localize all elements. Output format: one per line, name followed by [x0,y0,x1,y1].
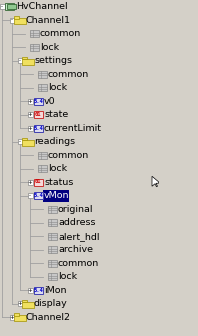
Text: -: - [19,139,21,144]
Text: +: + [28,99,32,104]
Text: iMon: iMon [44,286,67,295]
Text: common: common [48,151,89,160]
Bar [0,4,5,9]
Bar [7,4,15,9]
Text: +: + [28,180,32,185]
Bar [37,152,47,159]
Bar [17,301,23,306]
Text: settings: settings [34,56,72,65]
Bar [37,84,47,91]
Bar [43,190,69,202]
Text: 5.4: 5.4 [33,126,43,131]
Text: address: address [58,218,95,227]
Text: v0: v0 [44,97,56,106]
Bar [48,206,56,213]
Text: -: - [11,18,13,23]
Text: vMon: vMon [44,191,69,200]
Bar [10,315,14,320]
Bar [28,112,32,117]
Text: -: - [19,58,21,63]
Bar [30,44,38,51]
Text: lock: lock [40,43,59,52]
Text: -: - [29,193,31,198]
Bar [33,98,43,105]
Bar [22,300,27,302]
Polygon shape [152,176,159,187]
Bar [28,288,32,293]
Text: display: display [34,299,68,308]
Text: lock: lock [58,272,77,281]
Bar [48,246,56,253]
Bar [28,193,32,198]
Text: lock: lock [48,83,67,92]
Text: HvChannel: HvChannel [16,2,68,11]
Text: alert_hdl: alert_hdl [58,232,100,241]
Bar [48,260,56,267]
Bar [28,99,32,104]
Text: archive: archive [58,245,93,254]
Bar [33,192,43,199]
Text: 5.4: 5.4 [33,288,43,293]
Bar [37,71,47,78]
Text: +: + [10,315,14,320]
Text: 01: 01 [35,112,41,117]
Bar [22,301,34,308]
Bar [22,58,34,65]
Bar [28,126,32,131]
Bar [37,165,47,172]
Bar [14,18,26,24]
Text: state: state [44,110,68,119]
Bar [22,139,34,146]
Text: status: status [44,178,73,187]
Bar [28,180,32,185]
Bar [14,313,19,316]
Text: currentLimit: currentLimit [44,124,102,133]
Text: 01: 01 [35,179,41,184]
Text: +: + [18,301,22,306]
Text: +: + [28,288,32,293]
Bar [48,233,56,240]
Bar [17,58,23,63]
Text: 5.4: 5.4 [33,193,43,198]
Text: common: common [58,259,99,268]
Bar [33,179,43,186]
Bar [14,16,19,18]
Bar [33,111,43,118]
Text: -: - [1,4,3,9]
Text: original: original [58,205,93,214]
Bar [14,315,26,321]
Bar [33,125,43,132]
Text: readings: readings [34,137,75,146]
Text: +: + [28,112,32,117]
Text: Channel2: Channel2 [26,313,71,322]
Bar [5,3,13,10]
Bar [48,273,56,280]
Text: Channel1: Channel1 [26,16,71,25]
Bar [22,138,27,140]
Text: 5.4: 5.4 [33,99,43,104]
Bar [30,30,38,37]
Bar [17,139,23,144]
Text: lock: lock [48,164,67,173]
Text: +: + [28,126,32,131]
Bar [10,18,14,23]
Bar [48,219,56,226]
Text: common: common [40,29,81,38]
Text: common: common [48,70,89,79]
Bar [22,57,27,59]
Bar [33,287,43,294]
